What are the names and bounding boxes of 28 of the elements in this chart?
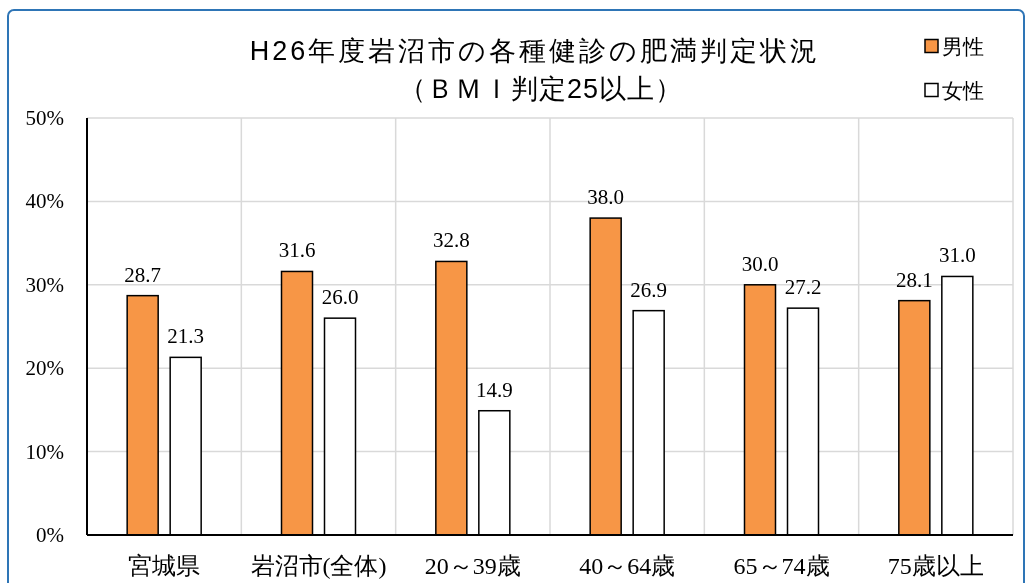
x-tick-label: 75歳以上 [887, 553, 984, 579]
y-tick-label: 0% [36, 523, 64, 547]
data-label: 30.0 [741, 251, 779, 276]
x-tick-label: 岩沼市(全体) [250, 553, 387, 579]
y-tick-label: 20% [25, 356, 64, 381]
x-tick-label: 40～64歳 [579, 553, 676, 579]
y-tick-label: 30% [25, 272, 64, 297]
y-tick-label: 40% [25, 189, 64, 214]
data-label: 26.9 [630, 277, 668, 302]
data-label: 28.7 [124, 262, 162, 287]
data-label: 31.6 [278, 238, 316, 263]
data-label: 27.2 [784, 275, 822, 300]
data-label: 32.8 [432, 228, 470, 253]
data-label: 28.1 [895, 267, 933, 292]
data-label: 26.0 [321, 285, 359, 310]
data-label: 31.0 [938, 243, 976, 268]
x-tick-label: 宮城県 [128, 553, 201, 579]
data-label: 38.0 [587, 185, 625, 210]
x-tick-label: 20～39歳 [424, 553, 521, 579]
y-tick-label: 10% [25, 439, 64, 464]
chart-subtitle: （ＢＭＩ判定25以上） [398, 74, 684, 104]
x-tick-label: 65～74歳 [733, 553, 830, 579]
legend-label: 男性 [942, 34, 984, 58]
data-label: 14.9 [475, 377, 513, 402]
chart-title: H26年度岩沼市の各種健診の肥満判定状況 [249, 36, 821, 66]
legend-label: 女性 [942, 78, 984, 102]
data-label: 21.3 [167, 324, 205, 349]
y-tick-label: 50% [25, 106, 64, 130]
